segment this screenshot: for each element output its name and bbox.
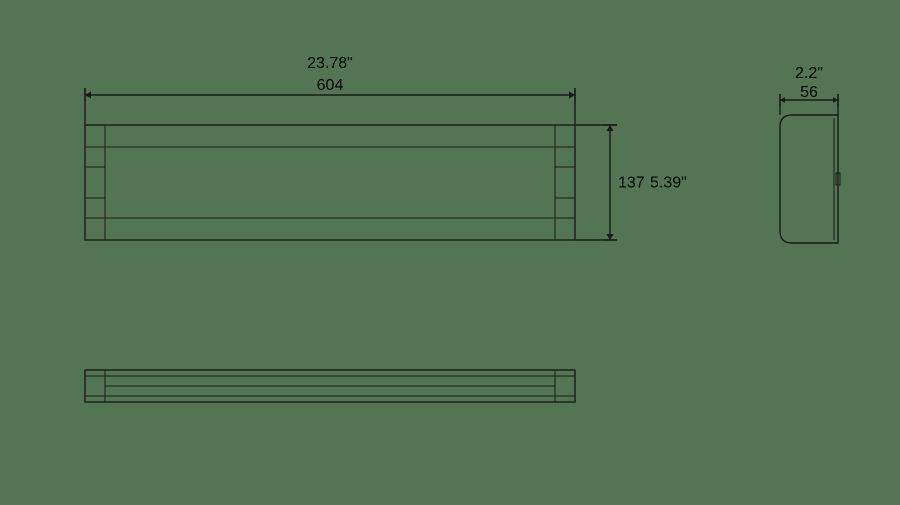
side-width-mm-label: 56	[800, 84, 818, 101]
front-width-inches-label: 23.78"	[307, 55, 353, 72]
front-height-mm-label: 137	[618, 175, 645, 192]
front-width-mm-label: 604	[317, 77, 344, 94]
front-height-inches-label: 5.39"	[650, 175, 687, 192]
side-width-inches-label: 2.2"	[795, 65, 823, 82]
